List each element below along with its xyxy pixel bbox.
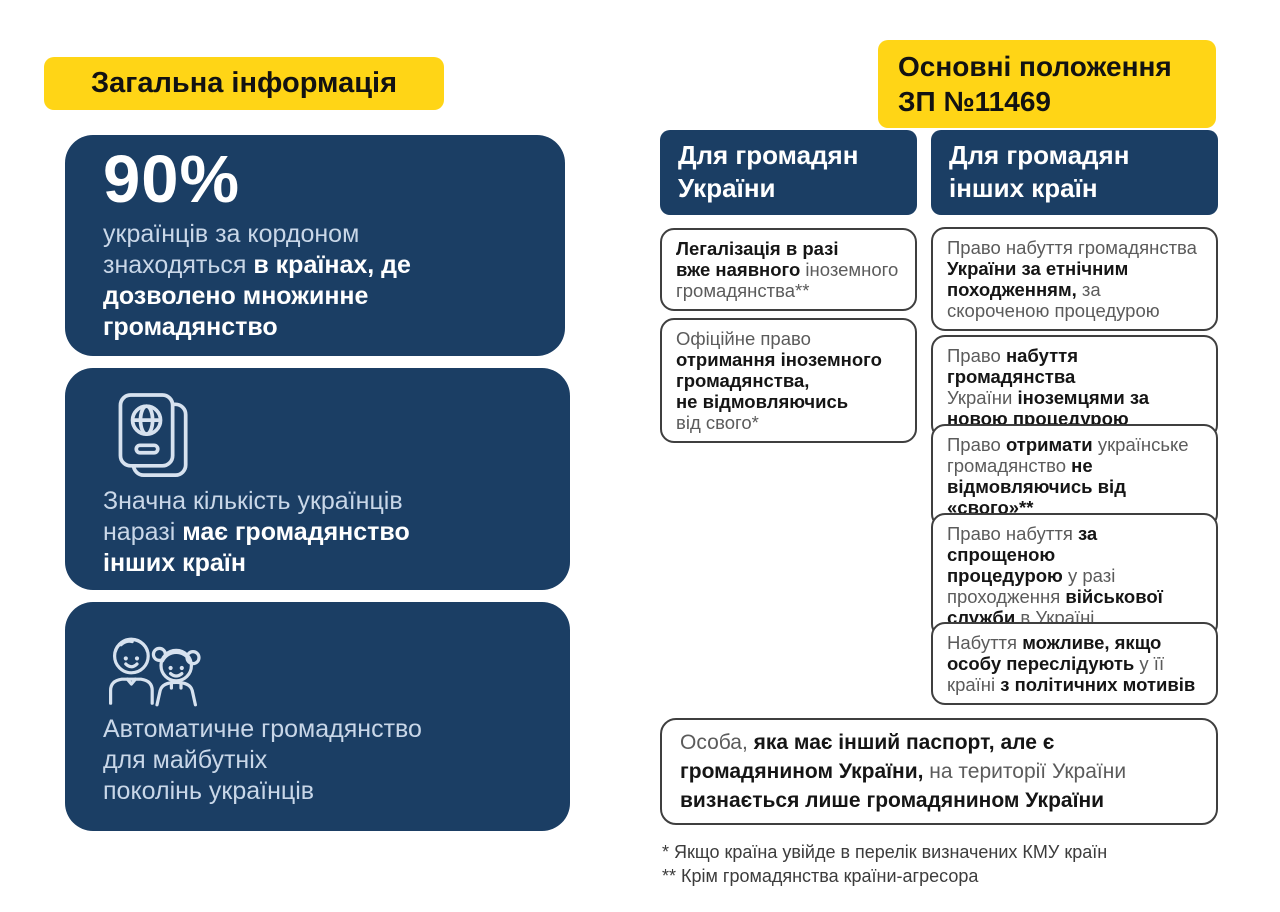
provision-box: Право набуття громадянства України інозем…	[931, 335, 1218, 439]
provision-box: Офіційне право отримання іноземного громад…	[660, 318, 917, 443]
column-header-ua-citizens: Для громадян України	[660, 130, 917, 215]
passport-card-text: Значна кількість українців наразі має гро…	[103, 487, 410, 577]
stat-card: 90% українців за кордоном знаходяться в к…	[65, 135, 565, 356]
provision-box: Легалізація в разі вже наявного іноземног…	[660, 228, 917, 311]
footnote-double-asterisk: ** Крім громадянства країни-агресора	[662, 866, 979, 886]
footnote-single-asterisk: * Якщо країна увійде в перелік визначени…	[662, 842, 1108, 862]
provisions-banner: Основні положення ЗП №11469	[878, 40, 1216, 128]
children-icon	[101, 626, 205, 710]
stat-value: 90%	[103, 142, 241, 217]
column-header-other-citizens: Для громадян інших країн	[931, 130, 1218, 215]
provision-box: Право отримати українське громадянство не…	[931, 424, 1218, 528]
children-card-text: Автоматичне громадянство для майбутніх пок…	[103, 715, 422, 805]
provision-box: Набуття можливе, якщо особу переслідують …	[931, 622, 1218, 705]
children-card: Автоматичне громадянство для майбутніх пок…	[65, 602, 570, 831]
general-info-banner: Загальна інформація	[44, 57, 444, 110]
provision-box: Право набуття за спрощеною процедурою у р…	[931, 513, 1218, 638]
bottom-note-box: Особа, яка має інший паспорт, але є грома…	[660, 718, 1218, 825]
provision-box: Право набуття громадянства України за етн…	[931, 227, 1218, 331]
passport-card: Значна кількість українців наразі має гро…	[65, 368, 570, 590]
passport-icon	[113, 390, 195, 482]
stat-card-text: українців за кордоном знаходяться в країн…	[103, 220, 411, 341]
